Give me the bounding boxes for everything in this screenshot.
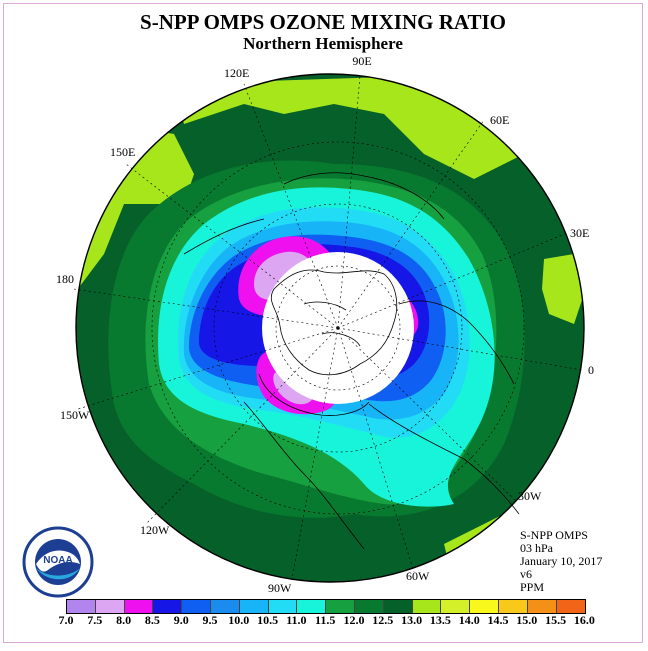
info-units: PPM	[520, 580, 545, 594]
colorbar-tick-label: 13.0	[401, 613, 423, 627]
lon-label-90e: 90E	[352, 54, 371, 68]
map-title: S-NPP OMPS OZONE MIXING RATIO	[140, 10, 506, 34]
colorbar-tick-label: 10.5	[257, 613, 279, 627]
polar-map: 90E 60E 30E 0 30W 60W 90W 120W 150W 180 …	[56, 54, 594, 595]
info-instrument: S-NPP OMPS	[520, 528, 588, 542]
colorbar-swatch	[556, 600, 586, 613]
lon-label-180: 180	[56, 272, 74, 286]
colorbar-swatch	[297, 600, 327, 613]
noaa-logo-bird-icon	[36, 550, 80, 572]
colorbar-tick-label: 12.5	[372, 613, 394, 627]
noaa-logo-wave-icon	[36, 568, 80, 580]
info-version: v6	[520, 567, 532, 581]
lon-label-150w: 150W	[60, 408, 90, 422]
info-date: January 10, 2017	[520, 554, 603, 568]
lon-label-0: 0	[588, 363, 594, 377]
colorbar-tick-label: 12.0	[343, 613, 365, 627]
map-frame: S-NPP OMPS OZONE MIXING RATIO Northern H…	[3, 3, 643, 643]
colorbar	[66, 599, 587, 614]
lon-label-30w: 30W	[518, 489, 542, 503]
colorbar-tick-label: 9.0	[173, 613, 189, 627]
map-subtitle: Northern Hemisphere	[243, 34, 403, 53]
colorbar-swatch	[95, 600, 125, 613]
coastlines	[183, 172, 520, 550]
colorbar-tick-label: 8.0	[116, 613, 132, 627]
colorbar-swatch	[441, 600, 471, 613]
colorbar-tick-label: 15.5	[545, 613, 567, 627]
info-level: 03 hPa	[520, 541, 553, 555]
colorbar-swatch	[268, 600, 298, 613]
colorbar-tick-label: 8.5	[144, 613, 160, 627]
graticule	[73, 75, 583, 580]
colorbar-tick-label: 10.0	[228, 613, 250, 627]
colorbar-tick-label: 7.5	[87, 613, 103, 627]
colorbar-swatch	[326, 600, 355, 613]
colorbar-ticks: 7.0 7.5 8.0 8.5 9.0 9.5 10.0 10.5 11.0 11.5 12.0 12…	[51, 613, 611, 629]
colorbar-tick-label: 11.0	[286, 613, 307, 627]
colorbar-tick-label: 11.5	[315, 613, 336, 627]
colorbar-tick-label: 16.0	[573, 613, 595, 627]
colorbar-tick-label: 14.5	[487, 613, 509, 627]
lon-label-150e: 150E	[110, 145, 135, 159]
globe-border	[75, 73, 585, 583]
colorbar-tick-label: 15.0	[516, 613, 538, 627]
field-lime-top	[174, 74, 524, 179]
colorbar-swatch	[383, 600, 413, 613]
lon-label-90w: 90W	[268, 581, 292, 595]
noaa-logo-text: NOAA	[43, 555, 72, 566]
colorbar-tick-label: 9.5	[202, 613, 218, 627]
lon-label-60w: 60W	[406, 569, 430, 583]
lon-label-120e: 120E	[224, 66, 249, 80]
info-block: S-NPP OMPS 03 hPa January 10, 2017 v6 PP…	[520, 529, 602, 594]
colorbar-tick-label: 13.5	[429, 613, 451, 627]
noaa-logo: NOAA	[22, 526, 94, 598]
colorbar-swatch	[124, 600, 154, 613]
field-lime-right	[542, 254, 584, 324]
colorbar-swatch	[470, 600, 499, 613]
colorbar-swatch	[354, 600, 384, 613]
colorbar-swatch	[210, 600, 240, 613]
colorbar-swatch	[527, 600, 557, 613]
lon-label-120w: 120W	[140, 523, 170, 537]
colorbar-tick-label: 7.0	[58, 613, 74, 627]
colorbar-swatch	[412, 600, 442, 613]
lon-label-60e: 60E	[490, 113, 509, 127]
lon-label-30e: 30E	[570, 226, 589, 240]
colorbar-tick-label: 14.0	[458, 613, 480, 627]
colorbar-swatch	[239, 600, 269, 613]
colorbar-swatch	[153, 600, 183, 613]
colorbar-swatch	[182, 600, 211, 613]
colorbar-swatch	[498, 600, 528, 613]
colorbar-swatch	[67, 600, 96, 613]
